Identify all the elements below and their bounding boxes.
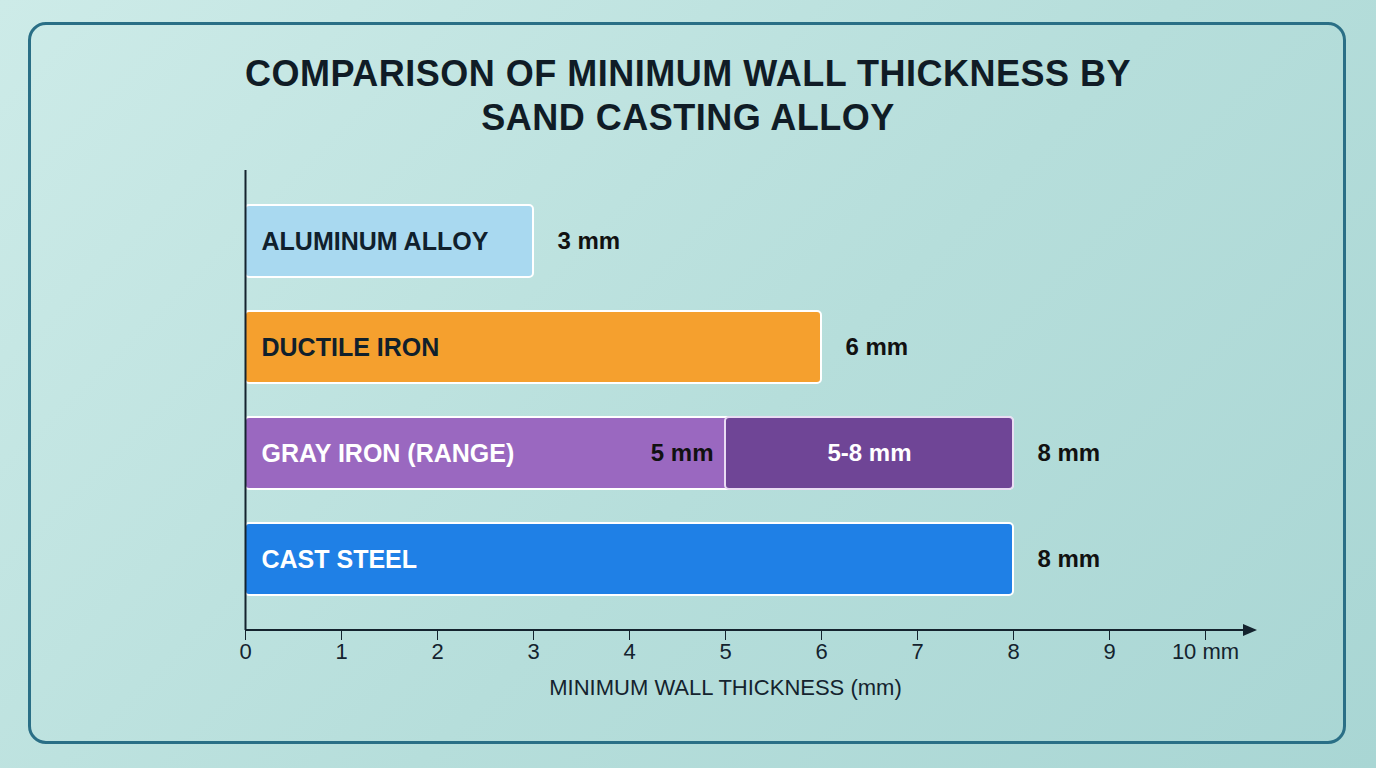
svg-text:5-8 mm: 5-8 mm — [827, 439, 911, 466]
svg-text:5 mm: 5 mm — [651, 439, 714, 466]
svg-text:GRAY IRON (RANGE): GRAY IRON (RANGE) — [262, 439, 515, 467]
svg-text:CAST STEEL: CAST STEEL — [262, 545, 418, 573]
svg-text:0: 0 — [239, 639, 251, 664]
svg-text:DUCTILE IRON: DUCTILE IRON — [262, 333, 440, 361]
svg-text:8: 8 — [1007, 639, 1019, 664]
svg-text:7: 7 — [911, 639, 923, 664]
svg-text:2: 2 — [431, 639, 443, 664]
svg-text:3: 3 — [527, 639, 539, 664]
svg-text:MINIMUM WALL THICKNESS (mm): MINIMUM WALL THICKNESS (mm) — [549, 675, 901, 700]
svg-text:10 mm: 10 mm — [1172, 639, 1239, 664]
html-text:COMPARISON OF MINIMUM WALL THI: COMPARISON OF MINIMUM WALL THICKNESS BY … — [244, 53, 1132, 138]
svg-text:ALUMINUM ALLOY: ALUMINUM ALLOY — [262, 227, 489, 255]
svg-text:4: 4 — [623, 639, 635, 664]
svg-text:6 mm: 6 mm — [846, 333, 909, 360]
svg-text:9: 9 — [1103, 639, 1115, 664]
svg-text:3 mm: 3 mm — [558, 227, 621, 254]
svg-text:1: 1 — [335, 639, 347, 664]
svg-text:5: 5 — [719, 639, 731, 664]
svg-text:6: 6 — [815, 639, 827, 664]
svg-text:8 mm: 8 mm — [1038, 545, 1101, 572]
svg-text:8 mm: 8 mm — [1038, 439, 1101, 466]
